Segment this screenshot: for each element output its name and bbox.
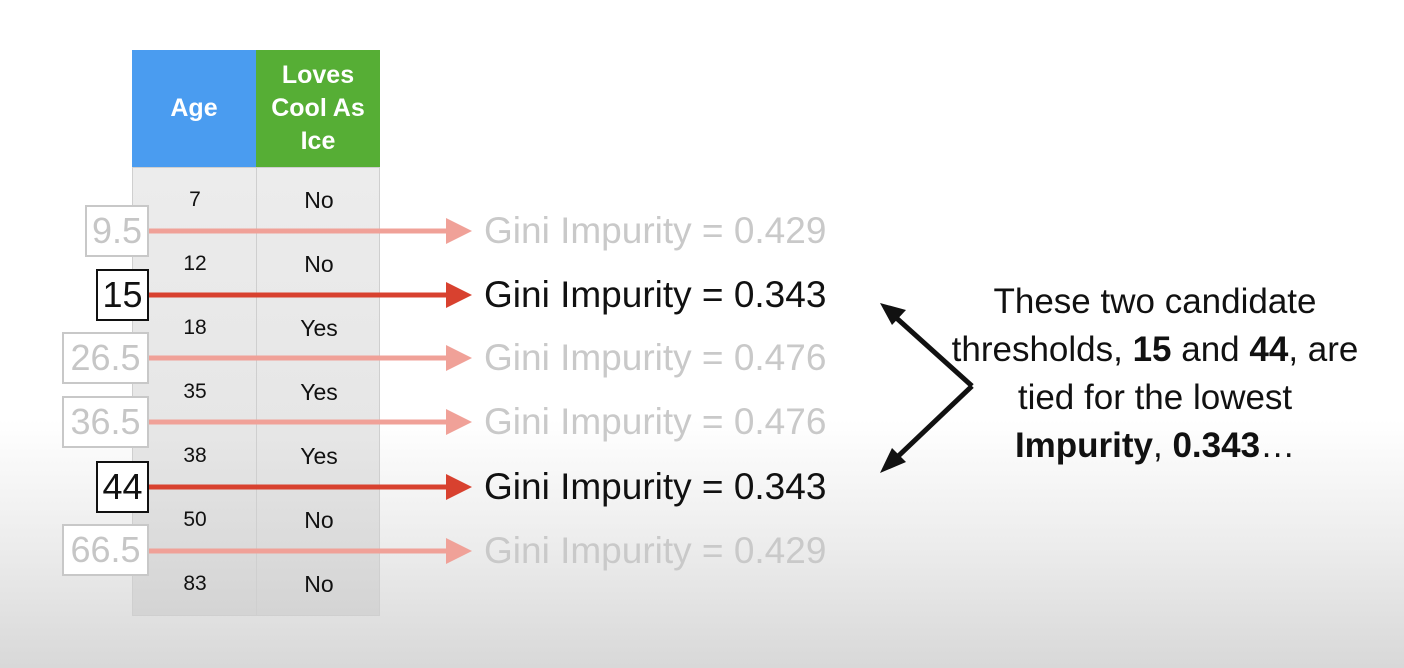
threshold-box-highlighted: 15 <box>96 269 149 321</box>
loves-cell: No <box>304 250 334 277</box>
gini-impurity-label: Gini Impurity = 0.429 <box>484 530 827 571</box>
loves-cell: Yes <box>300 314 338 341</box>
age-cell: 50 <box>183 508 207 531</box>
table-body: 7 No 12 No 18 Yes 35 Yes 38 Yes 50 No 83… <box>132 167 380 616</box>
threshold-arrow <box>148 409 472 435</box>
threshold-box: 36.5 <box>62 396 149 448</box>
age-column-header: Age <box>132 50 256 167</box>
gini-impurity-label: Gini Impurity = 0.476 <box>484 401 827 442</box>
caption-bold: Impurity <box>1014 426 1154 465</box>
threshold-arrow <box>148 538 472 564</box>
caption-text: , <box>1153 426 1173 465</box>
gini-impurity-label: Gini Impurity = 0.429 <box>484 210 827 251</box>
age-cell: 7 <box>189 188 201 211</box>
age-cell: 83 <box>183 572 207 595</box>
column-divider <box>256 168 257 615</box>
threshold-arrow-highlighted <box>148 282 472 308</box>
age-cell: 35 <box>183 380 207 403</box>
gini-impurity-label: Gini Impurity = 0.476 <box>484 337 827 378</box>
threshold-arrow-highlighted <box>148 474 472 500</box>
explanation-caption: These two candidate thresholds, 15 and 4… <box>950 278 1360 470</box>
gini-impurity-label-highlighted: Gini Impurity = 0.343 <box>484 466 827 507</box>
caption-text: These two candidate thresholds, <box>951 282 1317 369</box>
caption-bold: 44 <box>1249 330 1289 369</box>
threshold-box: 9.5 <box>85 205 149 257</box>
caption-text: , are tied for the lowest <box>1017 330 1359 417</box>
caption-bold: 0.343 <box>1172 426 1261 465</box>
threshold-box: 26.5 <box>62 332 149 384</box>
gini-impurity-label-highlighted: Gini Impurity = 0.343 <box>484 274 827 315</box>
age-cell: 12 <box>183 252 207 275</box>
loves-cell: Yes <box>300 378 338 405</box>
caption-text: and <box>1171 330 1250 369</box>
threshold-arrow <box>148 218 472 244</box>
pointer-arrow-to-44 <box>880 384 974 473</box>
age-cell: 18 <box>183 316 207 339</box>
threshold-box: 66.5 <box>62 524 149 576</box>
loves-cell: Yes <box>300 442 338 469</box>
caption-bold: 15 <box>1132 330 1172 369</box>
age-cell: 38 <box>183 444 207 467</box>
threshold-box-highlighted: 44 <box>96 461 149 513</box>
loves-cool-as-ice-column-header: Loves Cool As Ice <box>256 50 380 167</box>
loves-cell: No <box>304 186 334 213</box>
loves-cell: No <box>304 570 334 597</box>
pointer-arrow-to-15 <box>880 303 974 388</box>
caption-text: … <box>1260 426 1296 465</box>
loves-cell: No <box>304 506 334 533</box>
threshold-arrow <box>148 345 472 371</box>
